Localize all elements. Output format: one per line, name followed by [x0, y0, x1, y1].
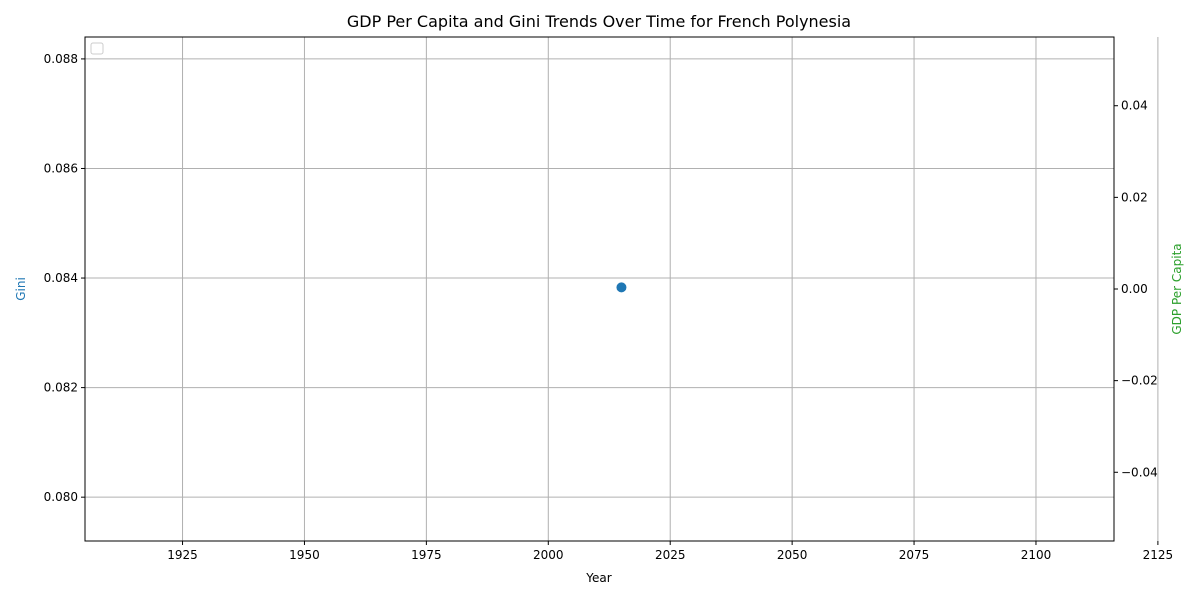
y-right-axis-ticks: −0.04 −0.02 0.00 0.02 0.04 [1114, 99, 1158, 479]
y-left-axis-label: Gini [14, 277, 28, 301]
data-points [616, 282, 627, 293]
x-tick-label: 1925 [167, 548, 198, 562]
x-tick-label: 2100 [1021, 548, 1052, 562]
plot-area [85, 37, 1114, 541]
y-left-tick-label: 0.080 [44, 490, 78, 504]
y-left-tick-label: 0.086 [44, 161, 78, 175]
legend-box [90, 42, 104, 55]
y-right-tick-label: 0.02 [1121, 190, 1148, 204]
y-left-tick-label: 0.088 [44, 52, 78, 66]
gini-point [616, 282, 627, 293]
y-right-tick-label: 0.04 [1121, 99, 1148, 113]
x-tick-label: 2075 [899, 548, 930, 562]
y-right-tick-label: −0.02 [1121, 374, 1158, 388]
chart-title: GDP Per Capita and Gini Trends Over Time… [347, 12, 851, 31]
y-left-tick-label: 0.084 [44, 271, 78, 285]
y-right-axis-label: GDP Per Capita [1170, 243, 1184, 334]
y-left-tick-label: 0.082 [44, 381, 78, 395]
x-tick-label: 2050 [777, 548, 808, 562]
x-axis-ticks: 1925 1950 1975 2000 2025 2050 2075 2100 2125 [167, 541, 1173, 562]
x-tick-label: 2000 [533, 548, 564, 562]
x-tick-label: 2025 [655, 548, 686, 562]
x-axis-label: Year [585, 571, 611, 585]
x-tick-label: 2125 [1143, 548, 1174, 562]
grid [85, 37, 1159, 541]
y-right-tick-label: 0.00 [1121, 282, 1148, 296]
y-left-axis-ticks: 0.080 0.082 0.084 0.086 0.088 [44, 52, 85, 504]
y-right-tick-label: −0.04 [1121, 465, 1158, 479]
x-tick-label: 1950 [289, 548, 320, 562]
x-tick-label: 1975 [411, 548, 442, 562]
